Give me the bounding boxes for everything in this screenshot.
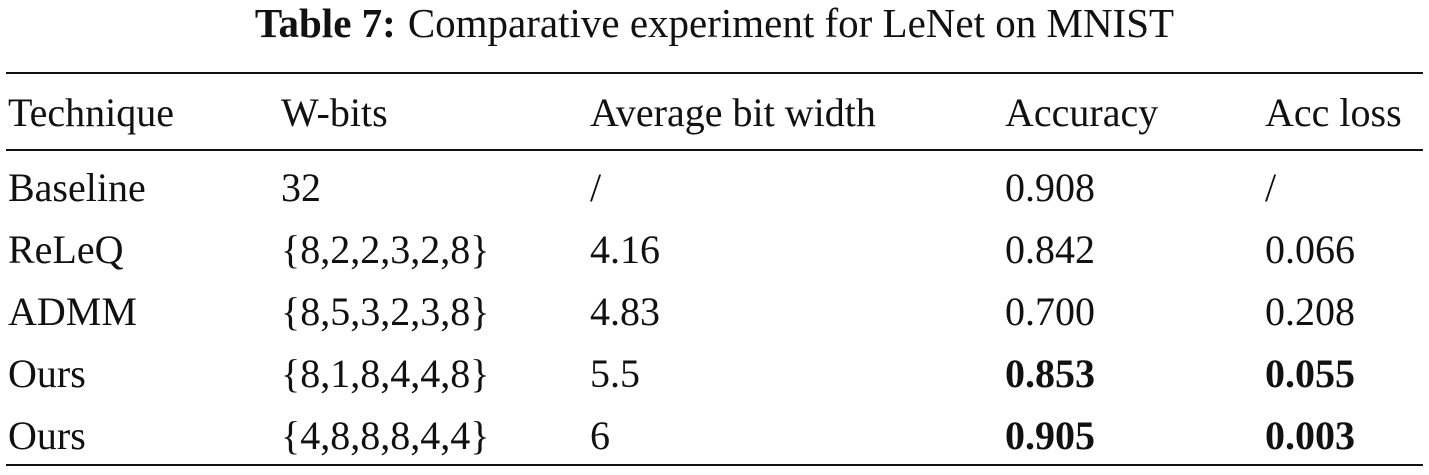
table-cell: {8,1,8,4,4,8} [281,351,490,396]
header-cell: Accuracy [1005,90,1159,135]
header-cell: Acc loss [1265,90,1402,135]
header-cell: W-bits [281,90,388,135]
table-cell: 6 [590,413,610,458]
table-cell: ADMM [8,289,137,334]
table-cell: 32 [281,165,321,210]
header-cell: Technique [8,90,175,135]
table-cell: Baseline [8,165,146,210]
table-cell: 4.16 [590,227,660,272]
table-cell: 0.853 [1005,351,1095,396]
table-cell: Ours [8,413,86,458]
table-cell: 5.5 [590,351,640,396]
table-cell: / [590,165,602,210]
table-cell: 0.208 [1265,289,1355,334]
header-cell: Average bit width [590,90,876,135]
table-cell: 0.003 [1265,413,1355,458]
table-cell: / [1265,165,1277,210]
bottom-rule [6,464,1423,466]
table-cell: {4,8,8,8,4,4} [281,413,490,458]
table-cell: {8,5,3,2,3,8} [281,289,490,334]
caption: Table 7: Comparative experiment for LeNet… [0,0,1429,46]
table-cell: {8,2,2,3,2,8} [281,227,490,272]
table-cell: ReLeQ [8,227,124,272]
table-cell: 0.905 [1005,413,1095,458]
table-cell: 0.842 [1005,227,1095,272]
table-cell: 0.908 [1005,165,1095,210]
table-cell: 0.700 [1005,289,1095,334]
table-cell: Ours [8,351,86,396]
mid-rule [6,149,1423,151]
caption-text: Comparative experiment for LeNet on MNIS… [407,0,1175,46]
top-rule [6,72,1423,74]
caption-label: Table 7: [254,0,396,46]
table-cell: 0.055 [1265,351,1355,396]
table-cell: 0.066 [1265,227,1355,272]
table-cell: 4.83 [590,289,660,334]
